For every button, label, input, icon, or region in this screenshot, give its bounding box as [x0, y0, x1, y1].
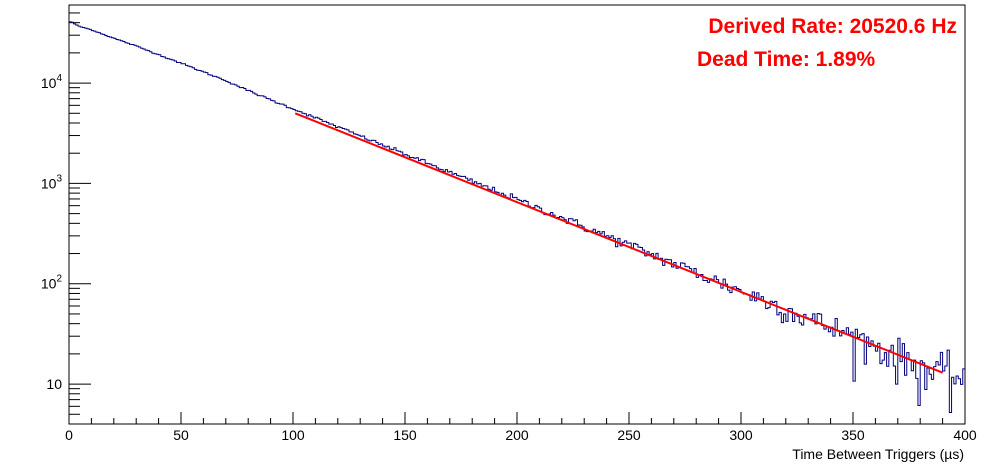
plot-frame [68, 4, 966, 425]
annotation-derived-rate: Derived Rate: 20520.6 Hz [708, 15, 957, 38]
y-axis: 10 102 103 104 [41, 4, 91, 425]
x-tick-label: 100 [281, 427, 305, 443]
fit-line [294, 112, 943, 374]
x-tick-label: 250 [617, 427, 641, 443]
x-tick-label: 200 [505, 427, 529, 443]
y-tick-label: 102 [41, 274, 63, 292]
x-tick-label: 50 [173, 427, 189, 443]
x-axis: 0 50 100 150 200 250 300 350 400 [65, 412, 977, 443]
y-tick-label: 103 [41, 173, 63, 191]
y-tick-label: 10 [46, 376, 62, 392]
x-tick-label: 350 [841, 427, 865, 443]
x-tick-label: 0 [65, 427, 73, 443]
x-tick-label: 300 [729, 427, 753, 443]
annotation-dead-time: Dead Time: 1.89% [697, 48, 876, 71]
y-tick-label: 104 [41, 73, 63, 91]
x-tick-label: 400 [953, 427, 977, 443]
x-tick-label: 150 [393, 427, 417, 443]
x-axis-title: Time Between Triggers (µs) [792, 446, 964, 462]
